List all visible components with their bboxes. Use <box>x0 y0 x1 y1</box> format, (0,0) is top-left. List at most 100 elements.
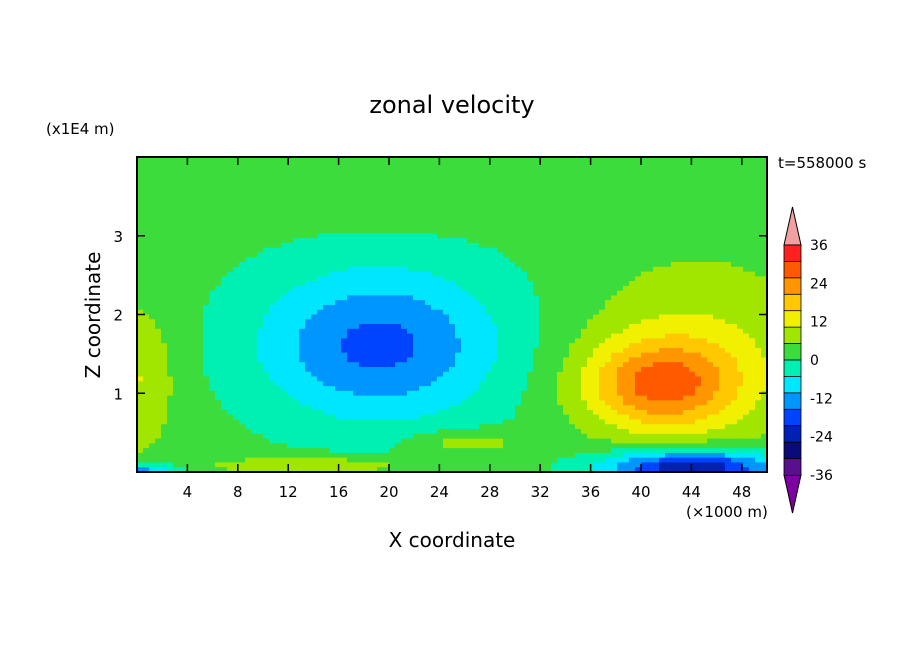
field-cell <box>575 228 582 234</box>
field-cell <box>395 204 402 211</box>
field-cell <box>755 295 762 301</box>
field-cell <box>263 238 270 244</box>
field-cell <box>713 276 720 282</box>
field-cell <box>347 219 354 225</box>
field-cell <box>311 242 318 249</box>
field-cell <box>215 271 222 277</box>
field-cell <box>257 343 264 349</box>
field-cell <box>353 242 360 249</box>
field-cell <box>257 271 264 277</box>
field-cell <box>641 324 648 330</box>
field-cell <box>635 242 642 249</box>
field-cell <box>203 195 210 201</box>
field-cell <box>611 285 618 292</box>
field-cell <box>293 233 300 239</box>
field-cell <box>461 176 468 182</box>
field-cell <box>707 338 714 344</box>
field-cell <box>365 343 372 349</box>
field-cell <box>641 367 648 373</box>
field-cell <box>713 295 720 301</box>
field-cell <box>719 180 726 187</box>
field-cell <box>605 257 612 263</box>
field-cell <box>737 309 744 316</box>
field-cell <box>545 262 552 268</box>
field-cell <box>629 161 636 168</box>
field-cell <box>329 223 336 230</box>
field-cell <box>317 324 324 330</box>
field-cell <box>245 314 252 320</box>
field-cell <box>287 266 294 273</box>
field-cell <box>293 199 300 206</box>
field-cell <box>263 262 270 268</box>
field-cell <box>605 161 612 168</box>
field-cell <box>473 319 480 325</box>
field-cell <box>635 333 642 339</box>
field-cell <box>569 314 576 320</box>
field-cell <box>467 176 474 182</box>
field-cell <box>665 376 672 382</box>
field-cell <box>359 195 366 201</box>
field-cell <box>719 257 726 263</box>
field-cell <box>413 300 420 306</box>
field-cell <box>167 324 174 330</box>
field-cell <box>245 262 252 268</box>
field-cell <box>473 262 480 268</box>
field-cell <box>629 199 636 206</box>
field-cell <box>683 257 690 263</box>
field-cell <box>473 343 480 349</box>
field-cell <box>155 252 162 258</box>
field-cell <box>167 171 174 177</box>
field-cell <box>239 204 246 211</box>
field-cell <box>233 347 240 354</box>
field-cell <box>455 176 462 182</box>
field-cell <box>725 309 732 316</box>
field-cell <box>185 266 192 273</box>
field-cell <box>365 319 372 325</box>
field-cell <box>323 204 330 211</box>
field-cell <box>197 185 204 192</box>
field-cell <box>599 285 606 292</box>
field-cell <box>209 209 216 215</box>
field-cell <box>749 195 756 201</box>
field-cell <box>551 190 558 196</box>
field-cell <box>587 209 594 215</box>
field-cell <box>155 228 162 234</box>
field-cell <box>143 376 150 382</box>
field-cell <box>425 223 432 230</box>
field-cell <box>419 223 426 230</box>
field-cell <box>155 381 162 387</box>
field-cell <box>635 343 642 349</box>
field-cell <box>143 281 150 287</box>
field-cell <box>419 367 426 373</box>
field-cell <box>305 157 312 163</box>
field-cell <box>731 223 738 230</box>
field-cell <box>677 319 684 325</box>
field-cell <box>287 347 294 354</box>
field-cell <box>665 204 672 211</box>
field-cell <box>701 290 708 297</box>
field-cell <box>401 314 408 320</box>
field-cell <box>683 190 690 196</box>
field-cell <box>347 262 354 268</box>
field-cell <box>281 271 288 277</box>
field-cell <box>209 352 216 359</box>
field-cell <box>401 204 408 211</box>
field-cell <box>641 242 648 249</box>
field-cell <box>581 347 588 354</box>
field-cell <box>461 357 468 363</box>
field-cell <box>479 357 486 363</box>
field-cell <box>251 309 258 316</box>
field-cell <box>491 295 498 301</box>
field-cell <box>677 242 684 249</box>
field-cell <box>353 347 360 354</box>
field-cell <box>527 262 534 268</box>
field-cell <box>221 309 228 316</box>
field-cell <box>491 314 498 320</box>
field-cell <box>527 333 534 339</box>
field-cell <box>713 343 720 349</box>
field-cell <box>293 290 300 297</box>
field-cell <box>629 328 636 335</box>
field-cell <box>707 161 714 168</box>
field-cell <box>689 185 696 192</box>
field-cell <box>377 219 384 225</box>
